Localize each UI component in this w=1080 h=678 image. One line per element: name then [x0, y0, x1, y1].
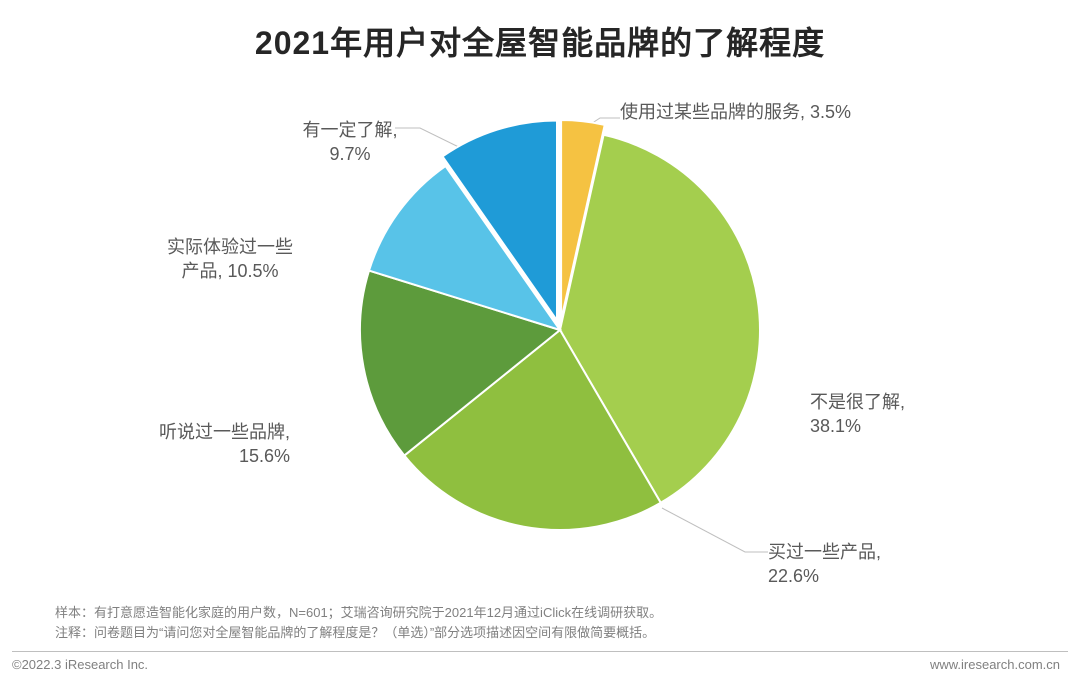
slice-label-line1: 买过一些产品, — [768, 542, 881, 562]
bottom-rule — [12, 651, 1068, 652]
slice-label-line1: 实际体验过一些 — [167, 237, 293, 257]
slice-label-line1: 有一定了解, — [302, 120, 397, 140]
slice-label-heard_brands: 听说过一些品牌,15.6% — [159, 420, 290, 469]
chart-root: 2021年用户对全屋智能品牌的了解程度 使用过某些品牌的服务, 3.5%不是很了… — [0, 0, 1080, 678]
footnote-note: 注释：问卷题目为“请问您对全屋智能品牌的了解程度是？（单选）”部分选项描述因空间… — [55, 623, 662, 643]
footnote-sample: 样本：有打意愿造智能化家庭的用户数，N=601；艾瑞咨询研究院于2021年12月… — [55, 603, 662, 623]
slice-label-line2: 38.1% — [810, 414, 905, 438]
pie-chart — [0, 0, 1080, 678]
slice-label-line1: 使用过某些品牌的服务, 3.5% — [620, 102, 851, 122]
slice-label-line1: 听说过一些品牌, — [159, 422, 290, 442]
slice-label-line1: 不是很了解, — [810, 392, 905, 412]
slice-label-line2: 22.6% — [768, 564, 881, 588]
footnotes: 样本：有打意愿造智能化家庭的用户数，N=601；艾瑞咨询研究院于2021年12月… — [55, 603, 662, 642]
slice-label-not_familiar: 不是很了解,38.1% — [810, 390, 905, 439]
slice-label-tried_products: 实际体验过一些产品, 10.5% — [167, 235, 293, 284]
slice-label-line2: 15.6% — [159, 444, 290, 468]
leader-bought_some — [662, 508, 768, 552]
slice-label-line2: 产品, 10.5% — [167, 259, 293, 283]
copyright-text: ©2022.3 iResearch Inc. — [12, 657, 148, 672]
site-url-text: www.iresearch.com.cn — [930, 657, 1060, 672]
slice-label-some_knowledge: 有一定了解,9.7% — [302, 118, 397, 167]
slice-label-used_service: 使用过某些品牌的服务, 3.5% — [620, 100, 851, 124]
slice-label-line2: 9.7% — [302, 142, 397, 166]
slice-label-bought_some: 买过一些产品,22.6% — [768, 540, 881, 589]
